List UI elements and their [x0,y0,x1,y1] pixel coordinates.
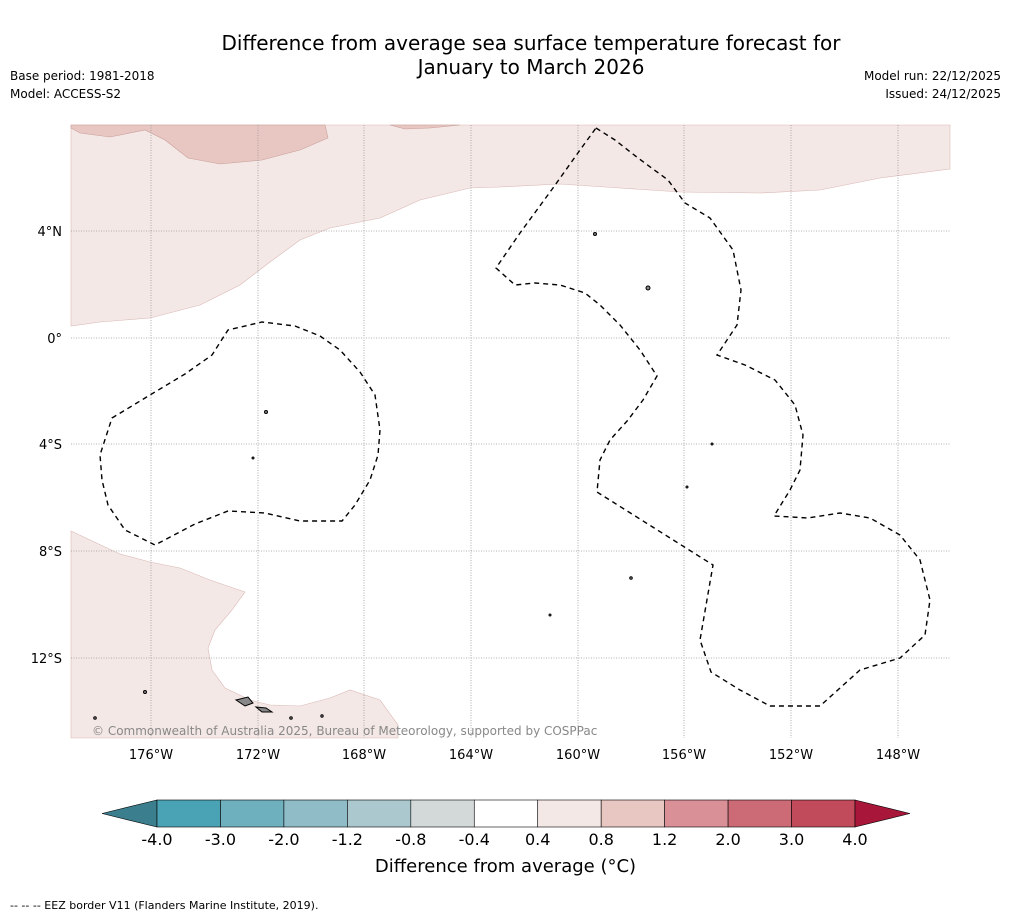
map-area [70,124,951,739]
island-dot [629,576,633,580]
colorbar-tick-label: 4.0 [842,830,868,849]
island-dot [289,716,293,720]
islands [93,232,714,720]
colorbar-segment [537,799,602,828]
lat-label: 8°S [39,545,62,560]
lon-label: 176°W [129,748,173,763]
colorbar-segment [473,799,539,828]
meta-left: Base period: 1981-2018 Model: ACCESS-S2 [10,67,155,103]
lat-labels: 4°N 0° 4°S 8°S 12°S [31,225,62,667]
lon-labels: 176°W 172°W 168°W 164°W 160°W 156°W 152°… [129,748,920,763]
island-dot [645,285,651,291]
title-line-2: January to March 2026 [417,55,645,79]
island-dot [710,442,714,446]
lon-label: 160°W [556,748,600,763]
island-dot [264,410,268,414]
title-line-1: Difference from average sea surface temp… [221,31,841,55]
lon-label: 152°W [769,748,813,763]
island-dot [593,232,597,236]
map-title: Difference from average sea surface temp… [0,31,1011,79]
colorbar-segment [347,799,412,828]
colorbar-tick-label: -3.0 [204,830,237,849]
colorbar-segment [156,799,221,828]
anomaly-region-north-warmer-2 [389,124,461,130]
colorbar-segment [283,799,348,828]
eez-line-islands [495,127,931,707]
colorbar-tick-label: 2.0 [715,830,741,849]
colorbar-segment [600,799,665,828]
island-dot [320,714,324,718]
lon-label: 156°W [662,748,706,763]
colorbar-tick-label: 3.0 [778,830,805,849]
meta-right: Model run: 22/12/2025 Issued: 24/12/2025 [864,67,1001,103]
lat-label: 12°S [31,652,62,667]
colorbar-segment [791,799,856,828]
lon-label: 168°W [342,748,386,763]
island-samoa-upolu [234,696,254,707]
colorbar-tick-label: -1.2 [331,830,363,849]
eez-tokelau-kiribati [99,321,381,546]
colorbar-tick-label: -0.4 [458,830,490,849]
colorbar-tick-label: 0.8 [588,830,614,849]
colorbar-tick-label: 1.2 [651,830,678,849]
model-run: Model run: 22/12/2025 [863,69,1001,83]
lon-label: 172°W [236,748,280,763]
island-dot [548,613,552,617]
issued-date: Issued: 24/12/2025 [885,87,1001,101]
eez-borders [99,127,931,707]
colorbar-extend-low [101,799,158,828]
colorbar [101,799,911,828]
anomaly-region-south [70,530,399,739]
colorbar-title: Difference from average (°C) [374,856,637,877]
anomaly-region-north-warmer [70,124,329,165]
gridlines [71,125,950,738]
lat-label: 4°N [38,225,63,240]
colorbar-segment [664,799,729,828]
anomaly-region-north [70,124,951,327]
colorbar-tick-label: -2.0 [268,830,300,849]
model-name: Model: ACCESS-S2 [10,87,122,101]
colorbar-tick-label: -4.0 [141,830,173,849]
lat-label: 0° [47,332,62,347]
colorbar-segment [220,799,285,828]
island-dot [251,456,255,460]
colorbar-tick-label: -0.8 [395,830,427,849]
copyright-text: © Commonwealth of Australia 2025, Bureau… [92,724,598,738]
colorbar-segment [410,799,475,828]
island-dot [93,716,97,720]
base-period: Base period: 1981-2018 [10,69,155,83]
island-dot [685,485,689,489]
eez-footnote: -- -- -- EEZ border V11 (Flanders Marine… [10,899,319,912]
lat-label: 4°S [39,438,62,453]
lon-label: 148°W [876,748,920,763]
island-samoa-savaii [254,706,274,713]
lon-label: 164°W [449,748,493,763]
colorbar-extend-high [854,799,911,828]
island-dot [143,690,147,694]
colorbar-tick-label: 0.4 [524,830,551,849]
colorbar-segment [727,799,792,828]
